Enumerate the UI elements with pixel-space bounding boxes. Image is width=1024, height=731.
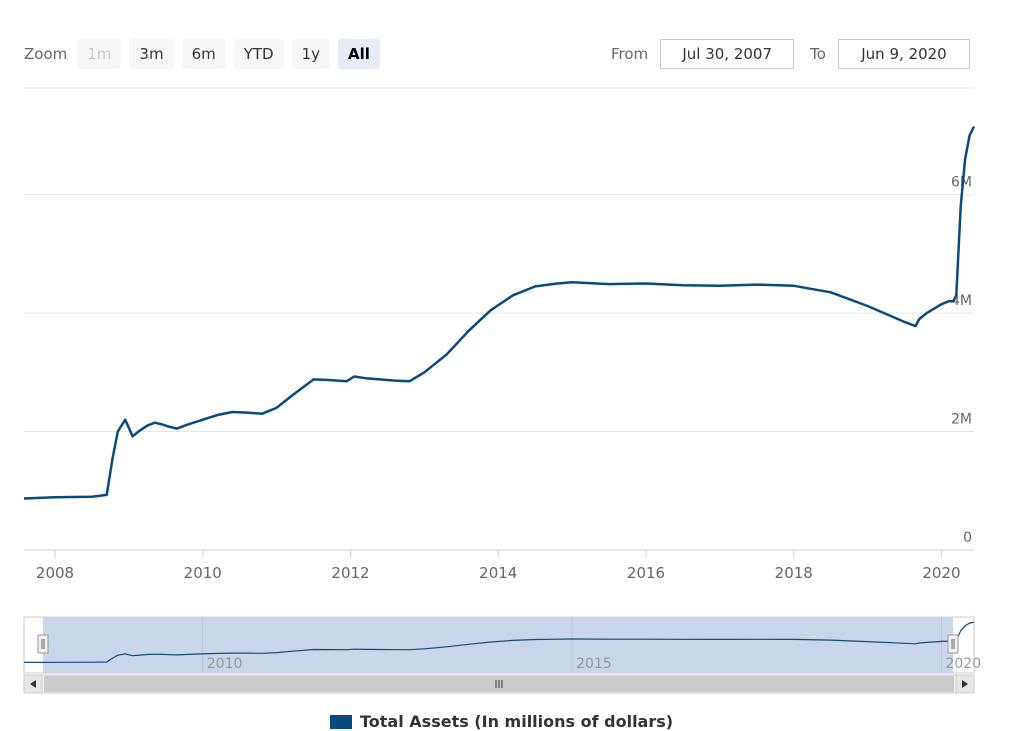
y-tick-label: 6M xyxy=(951,175,972,191)
scroll-left-arrow-icon[interactable] xyxy=(23,674,43,694)
x-tick-label: 2016 xyxy=(627,564,665,582)
zoom-3m-button[interactable]: 3m xyxy=(129,39,174,69)
series-line-total-assets xyxy=(23,125,976,500)
from-date-input[interactable]: Jul 30, 2007 xyxy=(660,39,795,69)
navigator-grid xyxy=(202,617,942,673)
navigator-series-line xyxy=(23,621,975,663)
zoom-label: Zoom xyxy=(24,45,68,63)
zoom-all-button[interactable]: All xyxy=(338,39,380,69)
date-range: From Jul 30, 2007 To Jun 9, 2020 xyxy=(611,38,970,70)
navigator[interactable]: 2010 2015 2020 xyxy=(23,616,981,674)
scroll-right-arrow-icon[interactable] xyxy=(955,674,975,694)
chart-legend[interactable]: Total Assets (In millions of dollars) xyxy=(330,712,673,731)
y-tick-label: 2M xyxy=(951,412,972,428)
x-tick-label: 2018 xyxy=(775,564,813,582)
to-label: To xyxy=(810,45,826,63)
navigator-left-handle[interactable] xyxy=(37,634,49,654)
scrollbar-grip-icon xyxy=(495,680,503,688)
legend-label-total-assets: Total Assets (In millions of dollars) xyxy=(360,712,674,731)
zoom-1y-button[interactable]: 1y xyxy=(291,39,331,69)
zoom-1m-button[interactable]: 1m xyxy=(77,39,122,69)
x-tick-label: 2012 xyxy=(331,564,369,582)
zoom-ytd-button[interactable]: YTD xyxy=(233,39,284,69)
navigator-scrollbar[interactable] xyxy=(23,674,975,694)
chart-grid xyxy=(24,87,974,551)
x-tick-label: 2020 xyxy=(922,564,960,582)
navigator-right-handle[interactable] xyxy=(947,634,959,654)
navigator-tick-label: 2020 xyxy=(945,656,981,672)
x-tick-label: 2008 xyxy=(36,564,74,582)
to-date-input[interactable]: Jun 9, 2020 xyxy=(837,39,970,69)
navigator-selection[interactable] xyxy=(43,617,953,673)
y-tick-label: 0 xyxy=(963,530,972,546)
zoom-controls: Zoom 1m 3m 6m YTD 1y All xyxy=(24,38,388,70)
x-tick-label: 2014 xyxy=(479,564,517,582)
legend-swatch xyxy=(330,714,352,729)
zoom-6m-button[interactable]: 6m xyxy=(181,39,226,69)
x-axis: 2008 2010 2012 2014 2016 2018 2020 xyxy=(36,550,961,582)
navigator-tick-label: 2015 xyxy=(576,656,612,672)
navigator-labels: 2010 2015 2020 xyxy=(207,656,981,672)
from-label: From xyxy=(611,45,649,63)
x-tick-label: 2010 xyxy=(184,564,222,582)
navigator-tick-label: 2010 xyxy=(207,656,243,672)
